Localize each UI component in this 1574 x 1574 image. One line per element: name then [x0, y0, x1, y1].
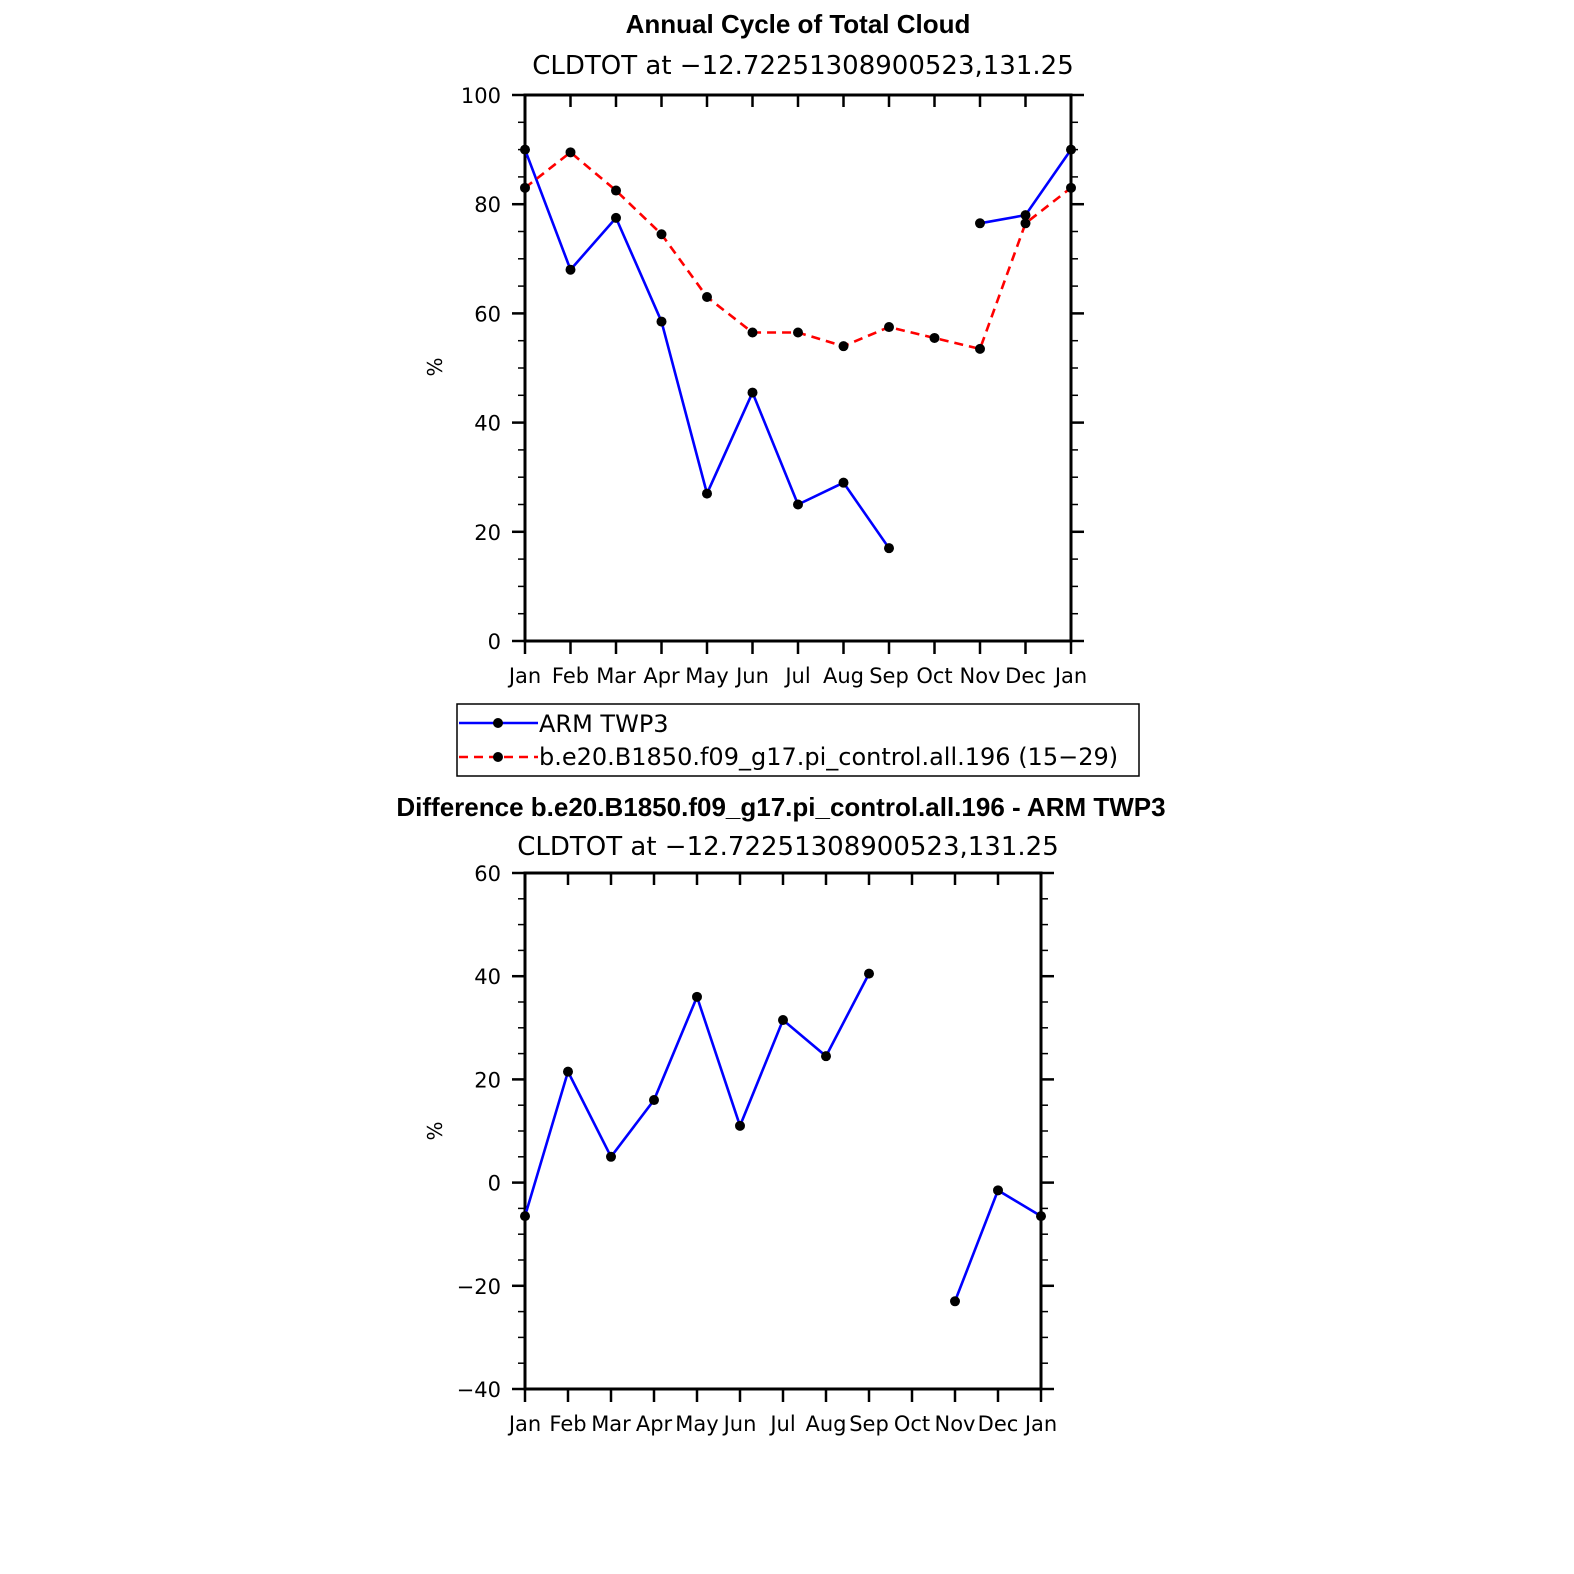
- chart2-series-0-line: [953, 1188, 1042, 1302]
- chart2-xtick-label: Jul: [768, 1412, 795, 1436]
- chart1-xtick-label: Mar: [596, 664, 636, 688]
- chart1-series-0-point: [1020, 210, 1031, 221]
- chart2-subtitle: CLDTOT at −12.72251308900523,131.25: [517, 832, 1059, 862]
- chart1-xtick-label: Apr: [643, 664, 680, 688]
- chart1-xtick-label: Jul: [783, 664, 810, 688]
- chart1-xtick-label: Dec: [1005, 664, 1046, 688]
- chart2-xtick-label: Feb: [549, 1412, 586, 1436]
- chart2-title: Difference b.e20.B1850.f09_g17.pi_contro…: [396, 792, 1165, 822]
- chart2-series-0-point: [1036, 1211, 1046, 1222]
- chart2-series-0-point: [563, 1066, 573, 1077]
- chart1-series-1-point: [975, 343, 985, 354]
- chart1-series-0-point: [656, 316, 667, 327]
- chart2-ylabel: %: [423, 1121, 447, 1140]
- chart1-series-0-point: [884, 543, 894, 554]
- chart2-series-0-point: [520, 1211, 530, 1222]
- chart1-frame: [523, 93, 1073, 643]
- chart1-ylabel: %: [423, 357, 447, 376]
- chart1-ytick-label: 60: [474, 302, 501, 326]
- chart2-series-0-point: [950, 1296, 960, 1307]
- chart1-series-1-point: [1066, 182, 1076, 193]
- chart2-ytick-label: −20: [457, 1275, 501, 1299]
- chart1-series-0-point: [793, 499, 803, 510]
- chart1-title: Annual Cycle of Total Cloud: [626, 9, 971, 39]
- chart1-xtick-label: Aug: [823, 664, 864, 688]
- chart1-xtick-label: Nov: [960, 664, 1001, 688]
- chart2-series-0-point: [649, 1095, 659, 1106]
- chart1-series-0-point: [975, 218, 985, 229]
- chart1-xtick-label: Jan: [507, 664, 541, 688]
- chart1-ytick-label: 80: [474, 193, 501, 217]
- chart1-ytick-label: 0: [488, 630, 501, 654]
- chart1-xtick-label: Jun: [734, 664, 769, 688]
- chart1-series-1-point: [656, 229, 667, 240]
- chart2-xtick-label: Mar: [591, 1412, 631, 1436]
- chart1-series-1-point: [793, 327, 803, 338]
- legend-marker-model: [493, 752, 503, 762]
- chart2-xtick-label: Jun: [722, 1412, 757, 1436]
- chart1-series-0-point: [565, 264, 576, 275]
- chart2-plot-area: Jan Feb Mar Apr May Jun Jul Aug Sep Oct Nov Dec Jan−…: [457, 862, 1058, 1436]
- chart2-xtick-label: May: [675, 1412, 718, 1436]
- chart1-xtick-label: May: [685, 664, 728, 688]
- chart2-xtick-label: Oct: [894, 1412, 930, 1436]
- chart1-xtick-label: Feb: [552, 664, 589, 688]
- legend-label-model: b.e20.B1850.f09_g17.pi_control.all.196 (…: [539, 743, 1118, 771]
- chart1-xtick-label: Oct: [916, 664, 952, 688]
- chart2-series-0-point: [606, 1151, 616, 1162]
- chart1-series-0-point: [1066, 144, 1076, 155]
- chart2-ytick-label: 0: [488, 1172, 501, 1196]
- chart1-series-1-point: [520, 182, 530, 193]
- chart1-series-1-point: [702, 292, 712, 303]
- chart1-subtitle: CLDTOT at −12.72251308900523,131.25: [532, 51, 1074, 81]
- chart1-series-1-point: [929, 332, 940, 343]
- chart1-ytick-label: 20: [474, 521, 501, 545]
- chart2-series-0-point: [821, 1051, 831, 1062]
- chart1-series-1-point: [565, 147, 576, 158]
- chart1-series-0-point: [747, 387, 758, 398]
- chart2-xtick-label: Jan: [507, 1412, 541, 1436]
- chart2-series-0-point: [864, 968, 874, 979]
- chart2-ytick-label: 60: [474, 862, 501, 886]
- chart2-ytick-label: 40: [474, 965, 501, 989]
- chart1-series-1-point: [884, 322, 894, 333]
- chart2-xtick-label: Nov: [935, 1412, 976, 1436]
- chart2-xtick-label: Aug: [805, 1412, 846, 1436]
- legend-marker-arm: [493, 718, 503, 728]
- chart2-series-0-point: [692, 991, 702, 1002]
- chart1-series-1-point: [611, 185, 621, 196]
- chart1-series-0-point: [611, 212, 621, 223]
- chart2-series-0-line: [523, 973, 871, 1217]
- chart1-plot-area: Jan Feb Mar Apr May Jun Jul Aug Sep Oct Nov Dec Jan0…: [461, 84, 1087, 688]
- chart1-ytick-label: 100: [461, 84, 501, 108]
- chart1-series-0-point: [702, 488, 712, 499]
- chart2-frame: [523, 871, 1043, 1391]
- legend-label-arm: ARM TWP3: [539, 710, 669, 738]
- chart1-series-1-point: [1020, 218, 1031, 229]
- chart1-series-1-point: [747, 327, 758, 338]
- chart2-series-0-point: [778, 1015, 788, 1026]
- chart2-ytick-label: −40: [457, 1378, 501, 1402]
- chart1-legend: ARM TWP3 b.e20.B1850.f09_g17.pi_control.…: [456, 703, 1140, 777]
- chart2-series-0-point: [993, 1185, 1003, 1196]
- chart1-series-0-point: [838, 477, 849, 488]
- difference-chart: Difference b.e20.B1850.f09_g17.pi_contro…: [396, 792, 1165, 1436]
- chart2-series-0-point: [735, 1120, 745, 1131]
- chart2-xtick-label: Sep: [849, 1412, 889, 1436]
- chart1-series-0-line: [523, 149, 891, 549]
- chart2-ytick-label: 20: [474, 1068, 501, 1092]
- chart2-xtick-label: Apr: [636, 1412, 673, 1436]
- chart2-xtick-label: Dec: [978, 1412, 1019, 1436]
- chart1-series-0-point: [520, 144, 530, 155]
- legend-box: [456, 703, 1140, 777]
- chart1-series-1-line: [524, 150, 1072, 351]
- chart1-series-1-point: [838, 341, 849, 352]
- chart1-xtick-label: Jan: [1053, 664, 1087, 688]
- chart1-ytick-label: 40: [474, 412, 501, 436]
- chart2-xtick-label: Jan: [1023, 1412, 1057, 1436]
- annual-cycle-chart: Annual Cycle of Total Cloud CLDTOT at −1…: [423, 9, 1087, 688]
- chart1-xtick-label: Sep: [869, 664, 909, 688]
